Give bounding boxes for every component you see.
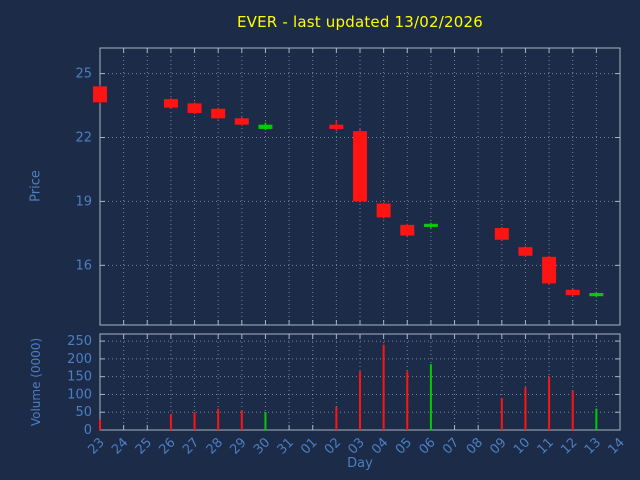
candle-body-09	[494, 228, 509, 240]
volume-bar-03	[359, 371, 361, 430]
x-tick-label: 25	[133, 435, 155, 457]
x-tick-label: 06	[416, 435, 438, 457]
candle-body-05	[400, 224, 415, 236]
candle-body-23	[93, 86, 107, 103]
x-tick-label: 14	[606, 435, 628, 457]
volume-bar-04	[382, 344, 385, 430]
panel-border	[99, 47, 621, 326]
candle-body-26	[163, 99, 178, 108]
candle-body-12	[565, 289, 580, 296]
candle-body-04	[376, 203, 391, 218]
volume-bar-23	[99, 419, 101, 430]
day-axis-label: Day	[347, 456, 373, 471]
candle-body-02	[329, 124, 344, 129]
x-tick-label: 03	[346, 435, 368, 457]
candle-body-29	[234, 118, 249, 125]
volume-bar-30	[264, 412, 267, 430]
candle-body-06	[423, 223, 438, 227]
volume-bar-11	[548, 376, 551, 430]
y-tick-label: 250	[67, 334, 92, 349]
volume-bar-10	[524, 387, 527, 430]
volume-bar-28	[217, 408, 220, 430]
x-tick-label: 05	[393, 435, 415, 457]
volume-bar-05	[406, 371, 409, 430]
y-tick-label: 16	[75, 258, 92, 273]
candle-body-30	[258, 124, 273, 129]
y-tick-label: 50	[75, 405, 92, 420]
x-tick-label: 24	[109, 435, 131, 457]
y-tick-label: 22	[75, 130, 92, 145]
x-tick-label: 23	[86, 435, 108, 457]
y-tick-label: 100	[67, 387, 92, 402]
volume-bar-29	[240, 410, 243, 430]
candle-body-27	[187, 103, 202, 113]
volume-bar-09	[500, 398, 503, 430]
y-tick-label: 0	[84, 423, 92, 438]
volume-bar-06	[429, 364, 432, 430]
y-tick-label: 25	[75, 67, 92, 82]
x-tick-label: 31	[275, 435, 297, 457]
x-tick-label: 10	[511, 435, 533, 457]
volume-bar-12	[571, 390, 574, 430]
x-tick-label: 02	[322, 435, 344, 457]
volume-bar-27	[193, 412, 196, 430]
candle-body-28	[211, 108, 226, 119]
x-tick-label: 08	[464, 435, 486, 457]
volume-bar-26	[169, 414, 172, 430]
x-tick-label: 30	[251, 435, 273, 457]
volume-bar-02	[335, 406, 338, 430]
x-tick-label: 28	[204, 435, 226, 457]
y-tick-label: 200	[67, 352, 92, 367]
x-tick-label: 09	[487, 435, 509, 457]
x-tick-label: 04	[369, 435, 391, 457]
chart-title: EVER - last updated 13/02/2026	[236, 13, 483, 31]
x-tick-label: 27	[180, 435, 202, 457]
candle-body-10	[518, 247, 533, 256]
x-tick-label: 26	[156, 435, 178, 457]
x-tick-label: 01	[298, 435, 320, 457]
x-tick-label: 12	[558, 435, 580, 457]
y-tick-label: 150	[67, 370, 92, 385]
candle-body-03	[353, 131, 367, 202]
x-tick-label: 29	[227, 435, 249, 457]
x-tick-label: 11	[535, 435, 557, 457]
y-tick-label: 19	[75, 194, 92, 209]
x-tick-label: 13	[582, 435, 604, 457]
x-tick-label: 07	[440, 435, 462, 457]
candle-body-13	[589, 293, 604, 297]
volume-bar-13	[595, 408, 598, 430]
candle-body-11	[542, 256, 557, 284]
